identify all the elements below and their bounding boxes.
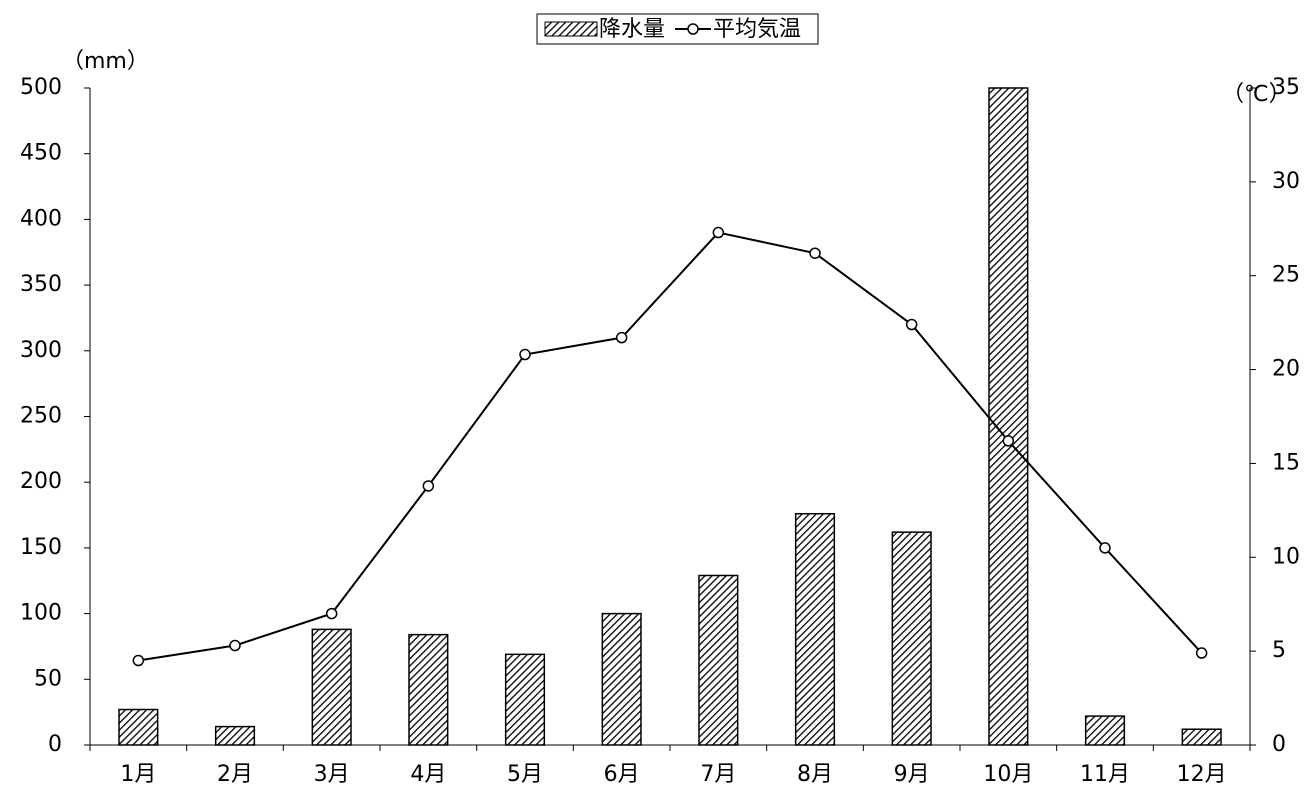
y-tick-label: 400 [20, 206, 62, 231]
y-tick-label: 300 [20, 338, 62, 363]
bar [601, 612, 642, 746]
legend-marker [687, 23, 699, 35]
y-tick-label: 0 [48, 732, 62, 757]
y2-axis-label: （℃） [1222, 82, 1291, 107]
x-tick-label: 8月 [797, 762, 833, 787]
x-tick-label: 1月 [120, 762, 156, 787]
x-tick-label: 11月 [1080, 762, 1130, 787]
line-point [132, 654, 145, 667]
line-point [1195, 647, 1208, 659]
line-point [229, 639, 241, 652]
line-point [809, 247, 821, 259]
x-tick-label: 3月 [314, 762, 350, 787]
bar [988, 87, 1029, 746]
bar [891, 531, 932, 746]
bar [698, 574, 739, 746]
x-tick-label: 9月 [894, 762, 930, 787]
legend: 降水量 平均気温 [536, 13, 819, 45]
line-point [519, 348, 531, 361]
line-point [905, 318, 918, 331]
bar [118, 708, 159, 746]
y2-tick-label: 25 [1272, 263, 1300, 288]
y2-tick-label: 10 [1272, 544, 1300, 569]
y2-tick-label: 5 [1272, 638, 1286, 663]
line-point [615, 331, 628, 344]
y2-tick-label: 30 [1272, 169, 1300, 194]
y-tick-label: 250 [20, 404, 62, 429]
x-tick-label: 6月 [604, 762, 640, 787]
line-point [712, 226, 725, 239]
y-tick-label: 350 [20, 272, 62, 297]
bar [408, 633, 449, 746]
y-axis-label: （mm） [62, 49, 149, 74]
y2-tick-label: 0 [1272, 732, 1286, 757]
bar [311, 628, 352, 746]
x-tick-label: 12月 [1177, 762, 1227, 787]
y-tick-label: 100 [20, 601, 62, 626]
bar [504, 653, 546, 746]
x-tick-label: 5月 [507, 762, 543, 787]
x-tick-label: 7月 [700, 762, 736, 787]
y-tick-label: 50 [34, 666, 62, 691]
y-tick-label: 500 [20, 75, 62, 100]
y-tick-label: 450 [20, 141, 62, 166]
y2-tick-label: 35 [1272, 75, 1300, 100]
legend-label: 降水量 [599, 17, 665, 42]
line-point [1002, 435, 1015, 447]
y-tick-label: 150 [20, 535, 62, 560]
line-point [325, 607, 338, 620]
x-tick-label: 4月 [410, 762, 446, 787]
y2-tick-label: 15 [1272, 450, 1300, 475]
y2-tick-label: 20 [1272, 357, 1300, 382]
legend-label: 平均気温 [713, 17, 801, 42]
line-point [1099, 542, 1111, 554]
bar [1181, 728, 1222, 746]
x-tick-label: 2月 [217, 762, 253, 787]
bar [1084, 715, 1126, 746]
line-point [422, 480, 435, 492]
x-tick-label: 10月 [983, 762, 1033, 787]
y-tick-label: 200 [20, 469, 62, 494]
line [138, 231, 1203, 662]
bar [214, 725, 256, 746]
legend-swatch [544, 21, 598, 37]
bar [794, 512, 836, 746]
